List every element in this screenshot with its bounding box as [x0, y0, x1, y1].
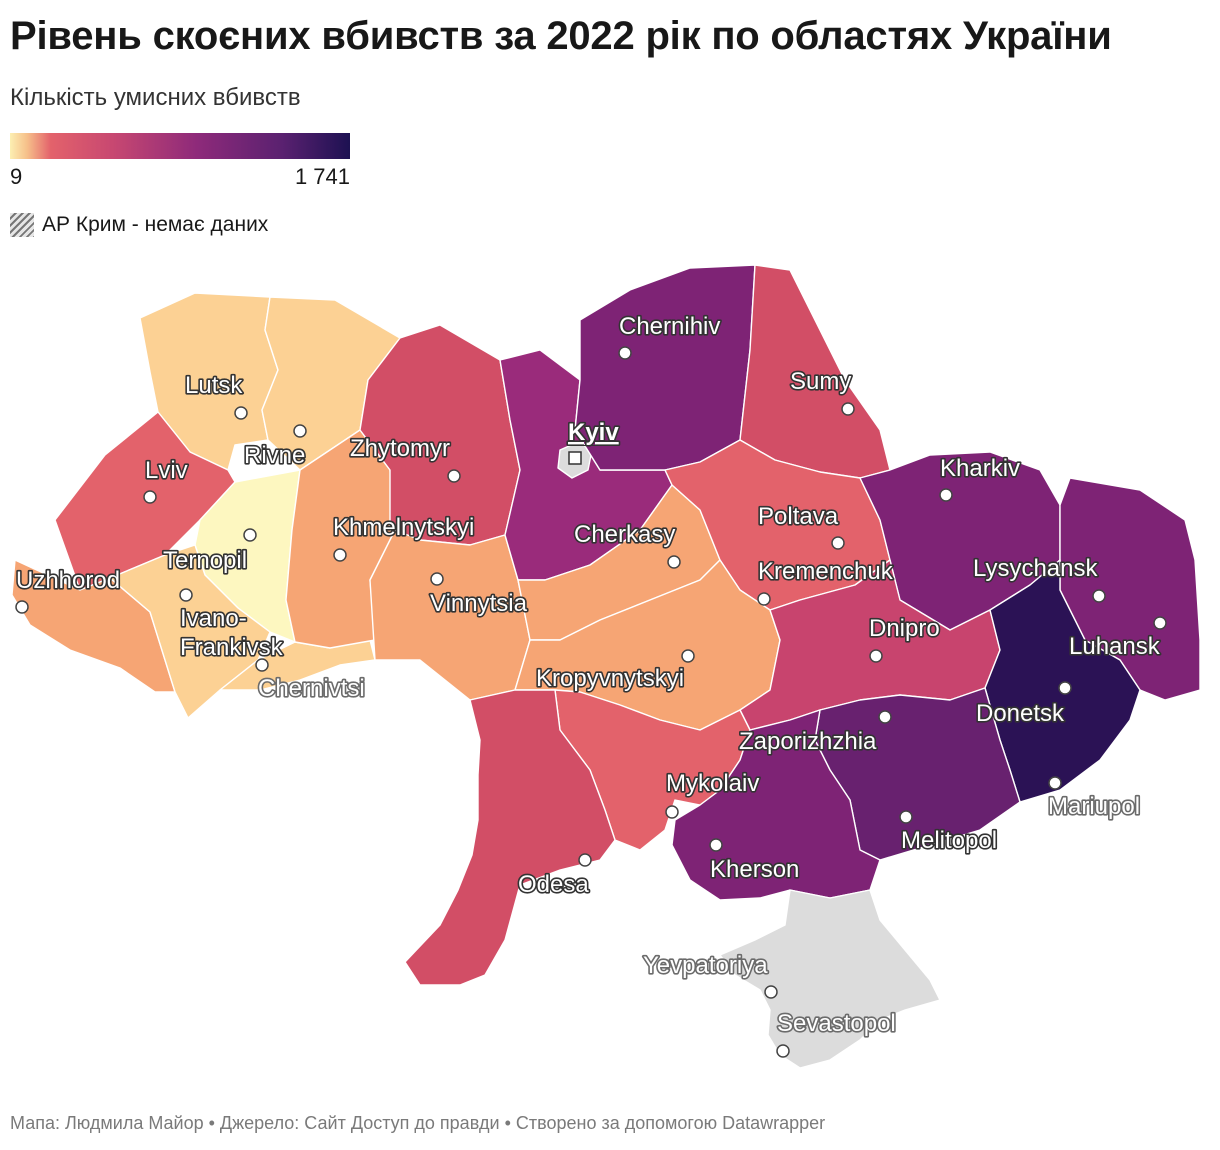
city-dot [333, 548, 347, 562]
city-label: Melitopol [901, 827, 997, 854]
city-label: Poltava [758, 503, 839, 530]
color-scale-legend [10, 133, 350, 159]
city-dot [430, 572, 444, 586]
city-label: Kherson [710, 856, 799, 883]
city-label: Frankivsk [180, 634, 284, 661]
city-dot [939, 488, 953, 502]
city-label: Kyiv [568, 419, 619, 446]
city-label: Chernivtsi [258, 675, 365, 702]
city-dot [869, 649, 883, 663]
region-zakarpattia[interactable] [11, 559, 176, 693]
hatch-swatch-icon [10, 213, 34, 237]
city-markers [15, 346, 1167, 1058]
city-label: Sevastopol [777, 1010, 896, 1037]
legend-min-value: 9 [10, 164, 23, 189]
city-label: Mariupol [1048, 793, 1140, 820]
ukraine-map: Chernihiv Sumy Kyiv Lutsk Rivne Zhytomyr… [11, 264, 1201, 1069]
city-dot [578, 853, 592, 867]
city-label: Odesa [518, 871, 589, 898]
city-label: Rivne [244, 442, 305, 469]
city-dot [831, 536, 845, 550]
no-data-legend: АР Крим - немає даних [10, 213, 268, 237]
city-dot [255, 658, 269, 672]
map-title: Рівень скоєних вбивств за 2022 рік по об… [10, 14, 1112, 58]
city-dot [667, 555, 681, 569]
no-data-label: АР Крим - немає даних [42, 213, 269, 236]
city-label: Lutsk [185, 372, 243, 399]
city-dot [243, 528, 257, 542]
city-dot [899, 810, 913, 824]
city-label: Vinnytsia [430, 590, 528, 617]
city-label: Sumy [790, 368, 851, 395]
city-label: Chernihiv [619, 313, 720, 340]
city-dot [841, 402, 855, 416]
city-dot [618, 346, 632, 360]
city-dot [15, 600, 29, 614]
city-dot [1058, 681, 1072, 695]
map-subtitle: Кількість умисних вбивств [10, 84, 301, 111]
legend-max-value: 1 741 [294, 164, 350, 189]
city-label: Kropyvnytskyi [536, 665, 684, 692]
region-crimea[interactable] [719, 889, 941, 1069]
city-dot [776, 1044, 790, 1058]
city-label: Lviv [145, 457, 188, 484]
city-label: Luhansk [1069, 633, 1161, 660]
city-dot [143, 490, 157, 504]
city-label: Yevpatoriya [643, 952, 768, 979]
city-dot [447, 469, 461, 483]
region-ivano-frankivsk[interactable] [109, 544, 271, 719]
city-labels: Chernihiv Sumy Kyiv Lutsk Rivne Zhytomyr… [14, 311, 1162, 1038]
city-dot [1092, 589, 1106, 603]
city-dot [681, 649, 695, 663]
city-label: Zhytomyr [350, 435, 450, 462]
city-label: Ternopil [163, 547, 247, 574]
capital-marker-icon [568, 451, 582, 465]
city-dot [179, 588, 193, 602]
city-label: Dnipro [869, 615, 940, 642]
city-label: Zaporizhzhia [739, 728, 877, 755]
city-label: Donetsk [976, 700, 1065, 727]
city-dot [293, 424, 307, 438]
city-dot [757, 592, 771, 606]
source-footer: Мапа: Людмила Майор • Джерело: Сайт Дост… [10, 1113, 826, 1133]
city-label: Kremenchuk [758, 558, 894, 585]
city-label: Cherkasy [574, 521, 675, 548]
city-dot [234, 406, 248, 420]
city-dot [1048, 776, 1062, 790]
city-dot [764, 985, 778, 999]
city-label: Ivano- [180, 605, 247, 632]
city-label: Lysychansk [973, 555, 1099, 582]
city-label: Mykolaiv [666, 770, 759, 797]
city-label: Khmelnytskyi [333, 514, 474, 541]
region-odesa[interactable] [404, 689, 616, 986]
city-label: Uzhhorod [16, 567, 120, 594]
city-dot [709, 838, 723, 852]
city-dot [878, 710, 892, 724]
city-dot [1153, 616, 1167, 630]
city-dot [665, 805, 679, 819]
city-label: Kharkiv [940, 455, 1020, 482]
